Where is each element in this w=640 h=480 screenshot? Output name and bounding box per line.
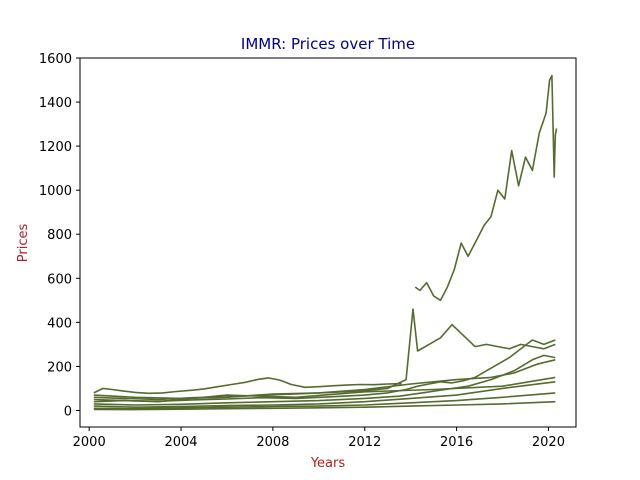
y-tick-label: 200 xyxy=(47,360,72,375)
series-line-8 xyxy=(93,392,556,410)
y-axis: 0 200 400 600 800 1000 1200 1400 1600 xyxy=(39,52,80,419)
x-axis: 2000 2004 2008 2012 2016 2020 xyxy=(73,427,565,450)
series-line-7 xyxy=(93,381,556,409)
x-tick-label: 2016 xyxy=(440,435,473,450)
series-line-4 xyxy=(93,339,556,403)
series-line-10 xyxy=(93,376,556,403)
series-line-9 xyxy=(93,400,556,411)
x-tick-label: 2004 xyxy=(164,435,197,450)
plot-area xyxy=(93,74,558,411)
x-tick-label: 2000 xyxy=(73,435,106,450)
y-tick-label: 1600 xyxy=(39,52,72,67)
series-line-1 xyxy=(93,377,402,395)
x-axis-label: Years xyxy=(310,456,346,471)
series-line-2 xyxy=(414,74,558,302)
series-line-5 xyxy=(93,354,556,406)
series-line-6 xyxy=(93,359,556,400)
x-tick-label: 2020 xyxy=(532,435,565,450)
y-tick-label: 1000 xyxy=(39,184,72,199)
x-tick-label: 2008 xyxy=(256,435,289,450)
axes-frame xyxy=(79,57,577,428)
y-tick-label: 0 xyxy=(64,404,72,419)
chart-title: IMMR: Prices over Time xyxy=(241,35,415,53)
y-tick-label: 600 xyxy=(47,272,72,287)
y-tick-label: 1400 xyxy=(39,96,72,111)
x-tick-label: 2012 xyxy=(348,435,381,450)
y-tick-label: 400 xyxy=(47,316,72,331)
y-tick-label: 800 xyxy=(47,228,72,243)
y-axis-label: Prices xyxy=(16,224,31,263)
y-tick-label: 1200 xyxy=(39,140,72,155)
